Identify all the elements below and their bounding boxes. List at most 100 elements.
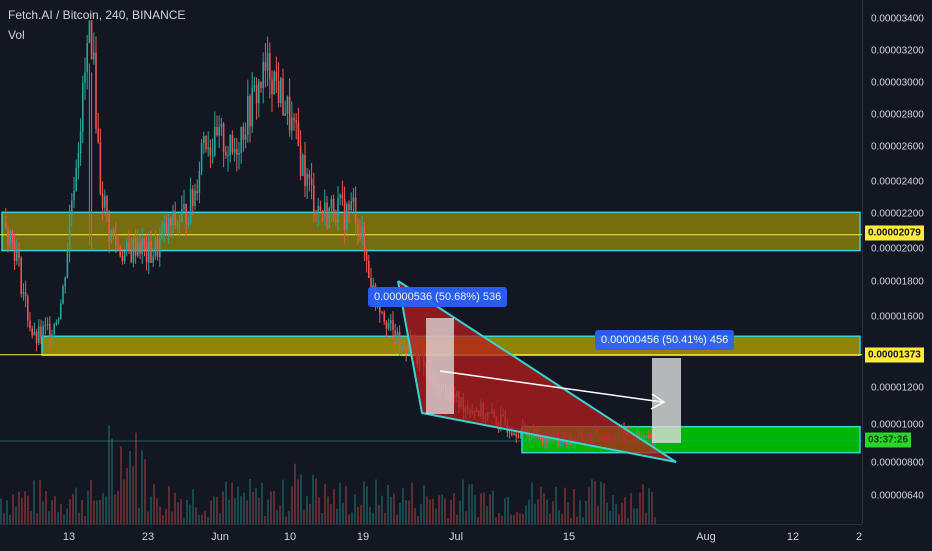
volume-bar [420, 504, 422, 524]
volume-bar [477, 517, 479, 524]
volume-bar [87, 490, 89, 524]
volume-bar [30, 510, 32, 524]
candle-body [260, 81, 262, 88]
candle-body [519, 430, 522, 438]
volume-bar [615, 504, 617, 524]
candle-body [317, 205, 319, 214]
volume-bar [327, 496, 329, 524]
chart-pane[interactable]: Fetch.AI / Bitcoin, 240, BINANCE Vol 0.0… [0, 0, 862, 524]
candle-body [117, 245, 119, 247]
volume-bar [45, 491, 47, 524]
candle-body [233, 149, 236, 153]
candle-body [302, 155, 304, 176]
candle-body [163, 222, 165, 231]
time-axis[interactable]: 13 23 Jun 10 19 Jul 15 Aug 12 2 [0, 524, 862, 551]
candle-body [178, 221, 181, 223]
candle-body [236, 149, 238, 155]
volume-bar [399, 502, 401, 524]
volume-bar [165, 508, 167, 524]
price-tick-label: 0.00003000 [871, 77, 924, 89]
falling-wedge[interactable] [397, 280, 677, 463]
volume-bar [210, 500, 212, 524]
volume-bar [624, 497, 626, 524]
candle-body [64, 277, 66, 287]
volume-bar [414, 508, 416, 524]
volume-bar [570, 517, 572, 524]
candle-body [242, 127, 245, 140]
measure-label-1[interactable]: 0.00000536 (50.68%) 536 [368, 287, 508, 307]
candle-body [205, 136, 207, 149]
volume-bar [417, 515, 419, 524]
candle-body [152, 256, 154, 263]
projection-arrow[interactable] [439, 370, 663, 403]
volume-bar [78, 512, 80, 524]
volume-bar [99, 499, 101, 524]
volume-bar [582, 517, 584, 524]
candle-body [277, 81, 280, 104]
volume-bar [333, 488, 335, 524]
volume-bar [423, 485, 425, 524]
volume-bar [69, 499, 71, 524]
volume-bar [579, 500, 581, 524]
volume-bar [561, 513, 563, 524]
volume-bar [429, 499, 431, 524]
candle-body [44, 324, 47, 327]
measure-box-2[interactable] [652, 358, 681, 443]
volume-bar [213, 496, 215, 524]
measure-box-1[interactable] [426, 318, 454, 414]
volume-bar [267, 499, 269, 524]
volume-bar [231, 482, 233, 524]
candle-body [346, 204, 348, 230]
volume-bar [540, 486, 542, 524]
volume-bar [180, 498, 182, 524]
candle-body [548, 439, 550, 443]
volume-bar [240, 496, 242, 524]
volume-bar [531, 482, 533, 524]
volume-bar [285, 516, 287, 524]
candle-body [313, 184, 315, 213]
volume-bar [174, 493, 176, 524]
volume-bar [117, 490, 119, 524]
candle-body [126, 242, 128, 252]
candle-body [297, 122, 300, 146]
volume-bar [291, 486, 293, 524]
volume-bar [453, 493, 455, 524]
volume-bar [402, 487, 404, 524]
candle-body [203, 136, 205, 143]
candle-body [253, 85, 256, 88]
price-chart[interactable] [0, 0, 862, 524]
candle-body [365, 250, 368, 261]
candle-body [71, 200, 73, 217]
candle-body [5, 222, 7, 230]
volume-bar [510, 514, 512, 524]
candle-body [86, 43, 88, 73]
volume-bar [90, 479, 92, 524]
volume-bar [156, 498, 158, 524]
volume-bar [591, 479, 593, 524]
time-tick-label: 23 [141, 531, 155, 543]
candle-body [310, 178, 313, 185]
volume-bar [168, 486, 170, 524]
candle-body [271, 79, 273, 95]
candle-body [508, 432, 511, 434]
candle-body [291, 117, 293, 131]
candle-body [115, 234, 117, 246]
volume-bar [633, 508, 635, 524]
vol-label: Vol [8, 28, 25, 42]
candle-body [649, 437, 652, 439]
volume-bar [537, 499, 539, 524]
volume-bar [387, 484, 389, 524]
volume-bar [225, 481, 227, 524]
candle-body [299, 145, 302, 176]
candle-body [211, 155, 214, 157]
volume-bar [27, 495, 29, 524]
candle-body [93, 52, 95, 60]
candle-body [165, 222, 168, 234]
volume-bar [141, 450, 143, 524]
volume-bar [546, 499, 548, 524]
volume-bar [243, 492, 245, 524]
measure-label-2[interactable]: 0.00000456 (50.41%) 456 [595, 330, 735, 350]
volume-bar [456, 514, 458, 524]
price-tick-label: 0.00002600 [871, 141, 924, 153]
price-axis[interactable]: 0.00003400 0.00003200 0.00003000 0.00002800… [862, 0, 932, 524]
